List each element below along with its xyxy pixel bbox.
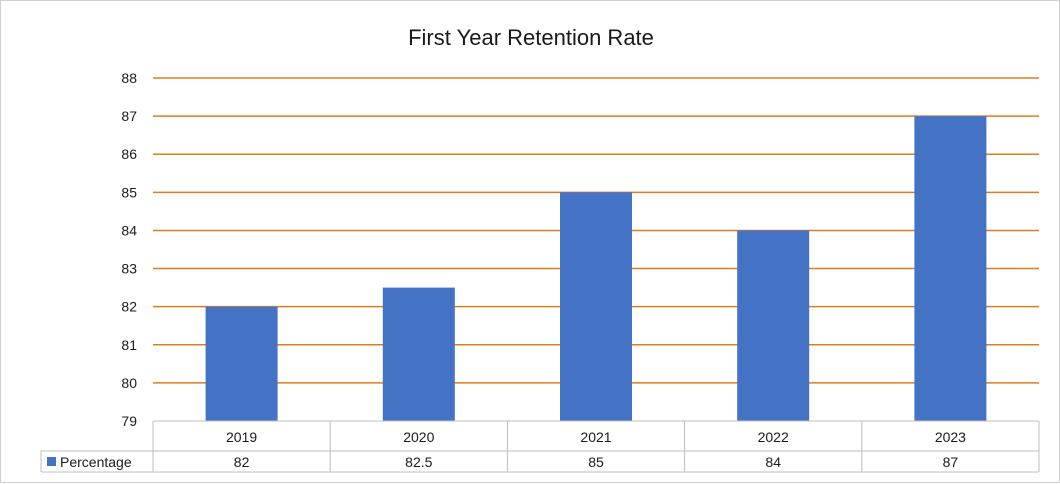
chart-title: First Year Retention Rate xyxy=(408,25,654,50)
data-table: 2019 82 2020 82.5 2021 85 2022 84 2023 87 Percenta… xyxy=(40,420,1040,473)
bar xyxy=(205,306,278,421)
y-tick-label: 88 xyxy=(121,70,137,86)
legend-label: Percentage xyxy=(60,454,132,470)
x-tick-label: 2019 xyxy=(226,429,257,445)
legend-key xyxy=(47,457,56,466)
y-axis-ticks: 79 80 81 82 83 84 85 86 87 88 xyxy=(121,70,137,429)
data-table-value: 87 xyxy=(943,454,959,470)
x-tick-label: 2020 xyxy=(403,429,434,445)
y-tick-label: 87 xyxy=(121,108,137,124)
y-tick-label: 81 xyxy=(121,337,137,353)
bars xyxy=(205,116,987,421)
y-tick-label: 80 xyxy=(121,375,137,391)
bar xyxy=(382,287,455,421)
y-tick-label: 84 xyxy=(121,222,137,238)
bar xyxy=(914,116,987,421)
bar xyxy=(560,192,632,421)
y-tick-label: 83 xyxy=(121,261,137,277)
x-tick-label: 2022 xyxy=(758,429,789,445)
y-tick-label: 85 xyxy=(121,184,137,200)
y-tick-label: 79 xyxy=(121,413,137,429)
x-tick-label: 2021 xyxy=(580,429,611,445)
y-tick-label: 82 xyxy=(121,299,137,315)
data-table-value: 84 xyxy=(765,454,781,470)
y-tick-label: 86 xyxy=(121,146,137,162)
data-table-value: 82 xyxy=(234,454,250,470)
bar xyxy=(737,230,810,421)
data-table-value: 85 xyxy=(588,454,604,470)
x-tick-label: 2023 xyxy=(935,429,966,445)
data-table-value: 82.5 xyxy=(405,454,432,470)
